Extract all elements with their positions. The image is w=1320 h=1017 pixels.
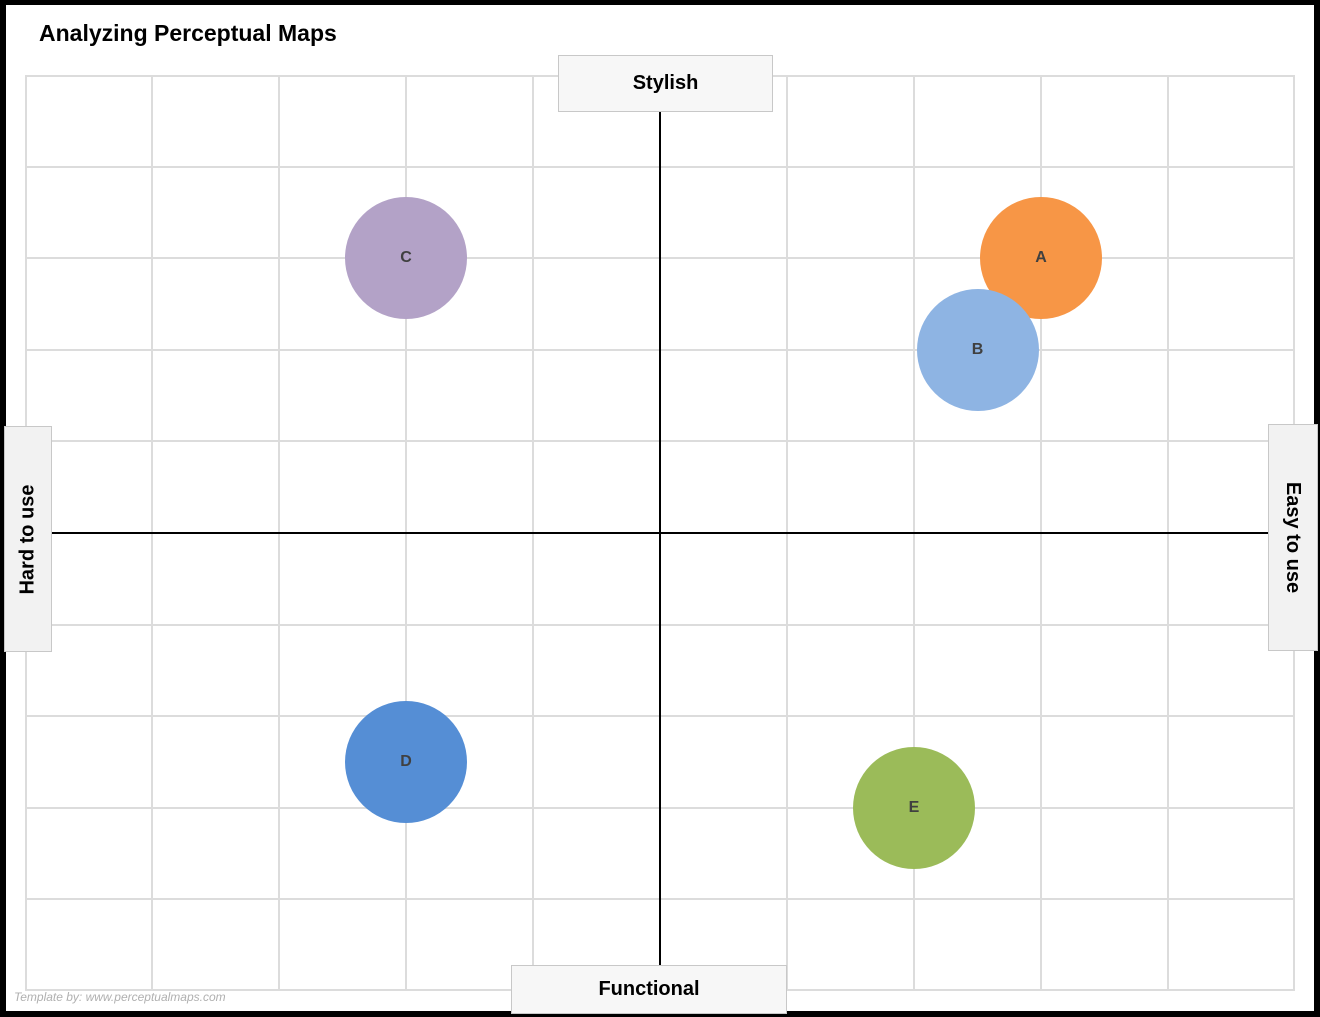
bubble-c: C [345,197,467,320]
axis-label-right-text: Easy to use [1282,481,1305,594]
bubble-label: A [1035,249,1047,267]
bubble-label: E [908,798,920,816]
bubble-b: B [916,288,1039,411]
bubble-label: D [400,753,412,770]
bubble-label: B [971,340,984,358]
axis-label-bottom: Functional [511,965,787,1014]
chart-title: Analyzing Perceptual Maps [39,20,337,46]
bubble-d: D [345,701,467,823]
axis-label-top: Stylish [558,55,773,112]
axis-label-right: Easy to use [1268,424,1318,651]
template-credit: Template by: www.perceptualmaps.com [14,990,226,1004]
bubble-label: C [400,249,412,267]
axis-label-top-text: Stylish [632,72,699,94]
bubble-e: E [853,746,975,869]
y-axis-line [659,110,661,970]
axis-label-bottom-text: Functional [598,978,700,1000]
axis-label-left-text: Hard to use [16,483,39,595]
axis-label-left: Hard to use [4,426,52,652]
